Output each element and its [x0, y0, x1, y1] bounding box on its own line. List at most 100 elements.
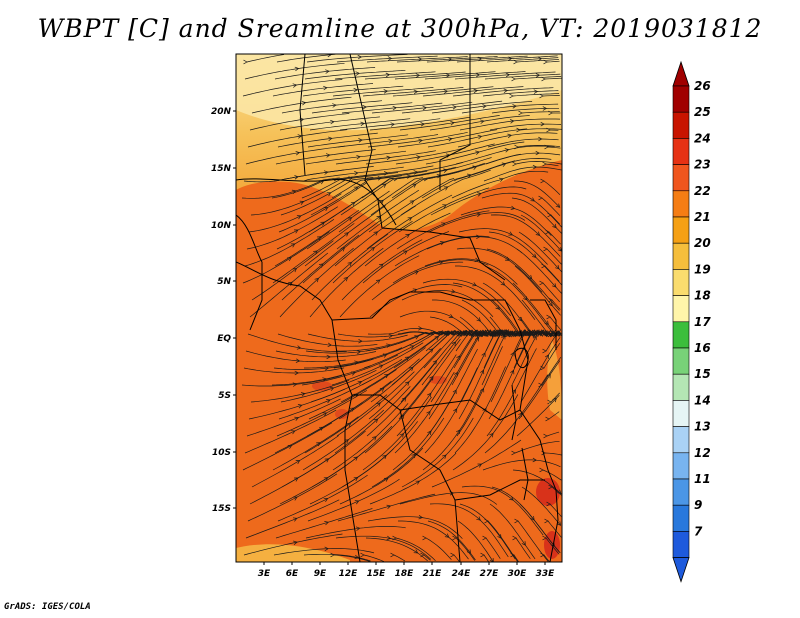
colorbar-label: 13 — [694, 420, 711, 434]
streamline-arrow — [379, 263, 384, 268]
streamline-arrow — [384, 374, 389, 379]
streamline — [421, 330, 485, 386]
streamline-arrow — [509, 119, 515, 124]
streamline-arrow — [347, 261, 353, 267]
colorbar-segment — [672, 504, 690, 532]
streamline — [482, 459, 561, 471]
streamline — [362, 87, 464, 97]
lon-label: 30E — [508, 569, 528, 579]
streamline-arrow — [505, 72, 511, 78]
streamline-arrow — [548, 484, 553, 490]
streamline-arrow — [388, 333, 394, 339]
streamline-arrow — [370, 247, 375, 252]
streamline — [550, 214, 560, 225]
streamline — [396, 354, 457, 437]
lon-label: 6E — [286, 569, 299, 579]
streamline-arrow — [530, 197, 536, 202]
streamline-arrow — [330, 119, 335, 125]
streamline-arrow — [406, 174, 412, 179]
streamline — [548, 411, 560, 420]
streamline-arrow — [533, 89, 539, 94]
streamline-arrow — [401, 397, 407, 402]
streamline-arrow — [316, 236, 322, 241]
colorbar-bottom-arrow — [672, 557, 690, 583]
streamline-arrow — [318, 263, 324, 268]
streamline — [512, 93, 560, 97]
streamline-arrow — [545, 416, 550, 422]
streamline — [454, 71, 556, 80]
streamline — [521, 111, 560, 114]
streamline — [272, 416, 359, 471]
streamline — [394, 371, 455, 454]
streamline — [427, 128, 528, 148]
streamline — [334, 205, 416, 267]
streamline-arrow — [552, 397, 557, 403]
streamline-arrow — [376, 402, 381, 407]
streamline — [483, 166, 562, 182]
streamline — [421, 160, 516, 199]
streamline — [341, 102, 443, 114]
streamline — [428, 332, 481, 420]
streamline — [339, 255, 420, 318]
streamline-arrow — [418, 326, 423, 331]
streamline — [544, 77, 562, 80]
streamline-arrow — [479, 119, 485, 124]
streamline-arrow — [439, 241, 445, 246]
streamline — [332, 221, 413, 284]
streamline-arrow — [544, 518, 549, 524]
streamline — [516, 59, 559, 63]
colorbar-top-arrow — [672, 60, 690, 87]
streamline-arrow — [436, 173, 442, 179]
colorbar-segment — [672, 347, 690, 375]
colorbar-segment — [672, 321, 690, 349]
lat-label: EQ — [217, 334, 231, 344]
streamline-arrow — [290, 243, 296, 248]
streamline — [306, 190, 390, 250]
streamline-arrow — [467, 173, 472, 178]
streamline-arrow — [415, 73, 421, 78]
streamline — [362, 396, 432, 471]
streamline — [248, 193, 342, 233]
streamline — [301, 354, 398, 386]
streamline-arrow — [543, 433, 548, 439]
streamline-arrow — [548, 301, 553, 307]
lon-label: 15E — [367, 569, 387, 579]
streamline-arrow — [429, 375, 434, 381]
streamline — [304, 347, 403, 369]
streamline — [546, 248, 562, 265]
streamline-arrow — [295, 358, 301, 363]
streamline-arrow — [543, 59, 548, 65]
streamline — [369, 452, 457, 505]
streamline — [369, 116, 471, 131]
streamline — [453, 554, 460, 562]
streamline-arrow — [450, 552, 455, 558]
lat-label: 20N — [211, 107, 232, 117]
streamline-arrow — [348, 176, 354, 181]
streamline-arrow — [379, 387, 385, 392]
streamline-arrow — [540, 121, 545, 127]
colorbar-label: 11 — [694, 472, 711, 486]
streamline — [309, 448, 394, 505]
streamline — [520, 337, 561, 403]
streamline — [396, 56, 498, 63]
streamline-arrow — [313, 250, 318, 255]
streamline — [368, 348, 441, 420]
streamline — [278, 182, 367, 233]
streamline-arrow — [328, 136, 333, 141]
streamline — [516, 394, 560, 437]
streamline-arrow — [451, 341, 457, 346]
streamline — [362, 231, 450, 284]
streamline — [305, 150, 407, 165]
streamline — [541, 197, 561, 216]
streamline — [333, 554, 372, 562]
streamline-arrow — [357, 54, 363, 60]
streamline-arrow — [477, 192, 482, 197]
streamline — [246, 54, 285, 63]
streamline-arrow — [323, 170, 329, 175]
streamline — [392, 86, 494, 97]
streamline — [311, 233, 389, 301]
streamline — [422, 86, 524, 97]
streamline — [491, 107, 559, 114]
streamline — [548, 231, 561, 245]
streamline-arrow — [357, 380, 363, 385]
